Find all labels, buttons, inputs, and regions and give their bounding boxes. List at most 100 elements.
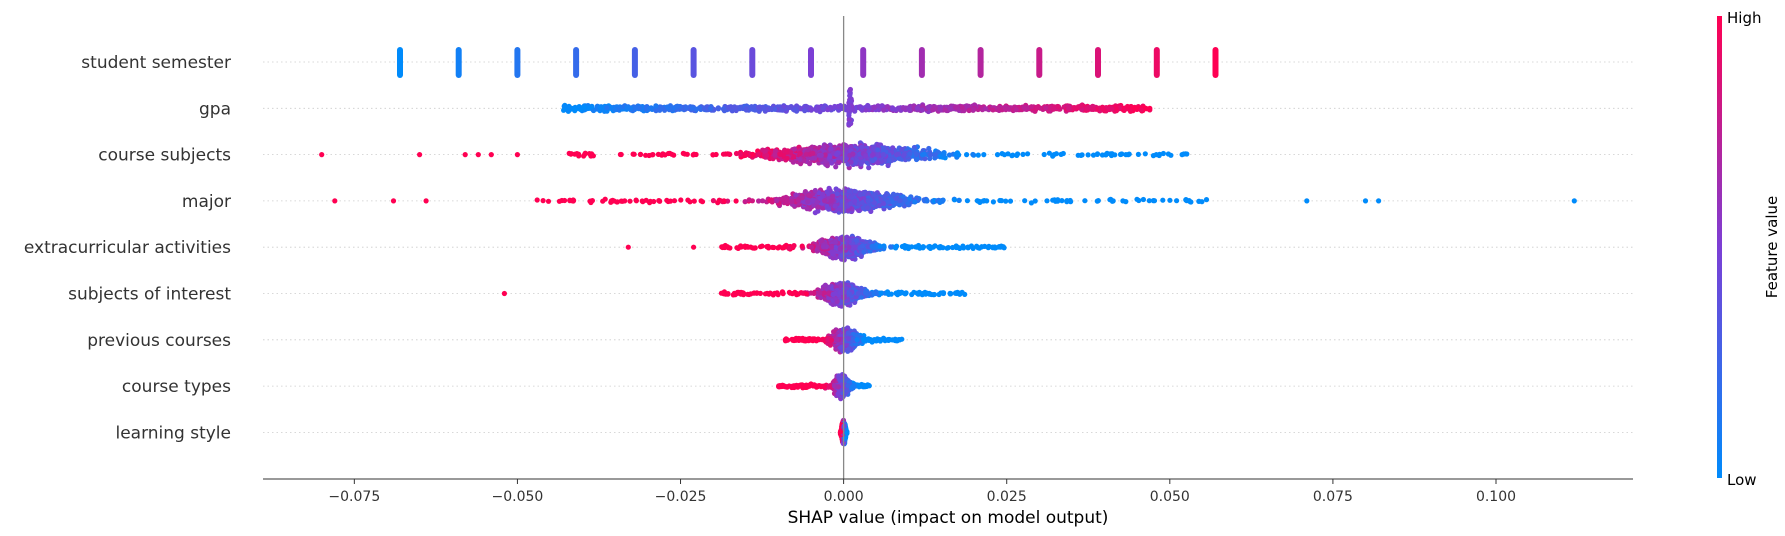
data-point [1107, 197, 1113, 203]
data-point [573, 47, 580, 78]
data-point [808, 47, 814, 78]
data-point [488, 152, 494, 158]
data-point [951, 197, 958, 203]
data-point [423, 198, 429, 204]
data-point [1041, 151, 1047, 158]
data-point [999, 151, 1005, 157]
data-point [1029, 104, 1035, 110]
data-point [977, 47, 984, 78]
data-point [570, 198, 576, 204]
data-point [1025, 151, 1031, 157]
data-point [828, 146, 834, 152]
data-point [545, 198, 552, 204]
data-point [658, 105, 664, 111]
data-point [1124, 103, 1131, 110]
data-point [721, 198, 727, 204]
data-point [815, 104, 821, 110]
data-point [1135, 151, 1141, 157]
data-point [870, 151, 876, 158]
data-point [1160, 150, 1166, 157]
data-point [690, 47, 697, 78]
data-point [1138, 107, 1144, 113]
data-point [970, 245, 976, 251]
data-point [581, 104, 587, 110]
data-point [691, 151, 697, 157]
data-point [1064, 199, 1070, 205]
data-point [842, 188, 848, 194]
data-point [859, 144, 865, 150]
data-point [825, 107, 831, 113]
data-point [627, 198, 633, 204]
data-point [832, 103, 838, 110]
data-point [1199, 199, 1205, 205]
data-point [791, 153, 797, 160]
feature-row-points [501, 280, 968, 309]
data-point [628, 105, 634, 111]
data-point [852, 198, 858, 204]
data-point [793, 192, 799, 198]
data-point [921, 151, 927, 157]
data-point [902, 244, 908, 250]
data-point [901, 152, 907, 158]
data-point [808, 106, 814, 112]
data-point [784, 198, 790, 204]
data-point [1304, 198, 1310, 204]
data-point [824, 189, 830, 195]
data-point [1102, 152, 1108, 158]
data-point [738, 243, 744, 249]
data-point [818, 156, 824, 162]
data-point [846, 121, 852, 127]
data-point [589, 152, 595, 158]
data-point [1044, 198, 1050, 204]
data-point [848, 159, 854, 165]
data-point [914, 105, 921, 111]
data-point [1082, 198, 1088, 204]
data-point [998, 198, 1005, 204]
data-point [797, 157, 803, 163]
data-point [1060, 150, 1066, 157]
data-point [907, 151, 913, 157]
data-point [897, 198, 903, 204]
data-point [861, 249, 867, 255]
data-point [653, 103, 659, 109]
data-point [805, 199, 811, 205]
data-point [772, 152, 778, 158]
data-point [900, 105, 906, 111]
data-point [970, 151, 976, 158]
data-point [857, 191, 863, 198]
data-point [726, 104, 732, 110]
feature-row-points [625, 233, 1007, 263]
data-point [1571, 198, 1577, 204]
data-point [1120, 198, 1126, 204]
data-point [1078, 103, 1084, 109]
data-point [890, 191, 897, 197]
data-point [691, 244, 697, 250]
data-point [1151, 198, 1158, 204]
data-point [1084, 105, 1090, 111]
data-point [860, 47, 867, 78]
data-point [824, 203, 830, 209]
data-point [572, 108, 578, 114]
data-point [919, 107, 925, 113]
data-point [588, 198, 594, 204]
data-point [814, 199, 820, 205]
data-point [871, 104, 877, 110]
data-point [830, 250, 837, 256]
data-point [715, 106, 722, 112]
data-point [843, 147, 850, 153]
data-point [804, 206, 810, 212]
data-point [1002, 106, 1009, 112]
data-point [624, 105, 630, 111]
data-point [534, 197, 540, 203]
data-point [937, 106, 943, 112]
data-point [871, 192, 877, 198]
data-point [820, 244, 827, 250]
data-point [1167, 197, 1173, 203]
data-point [715, 200, 721, 206]
data-point [778, 152, 784, 158]
data-point [737, 106, 743, 112]
data-point [1117, 151, 1124, 158]
data-point [788, 104, 794, 110]
data-point [815, 204, 821, 210]
data-point [858, 161, 864, 167]
